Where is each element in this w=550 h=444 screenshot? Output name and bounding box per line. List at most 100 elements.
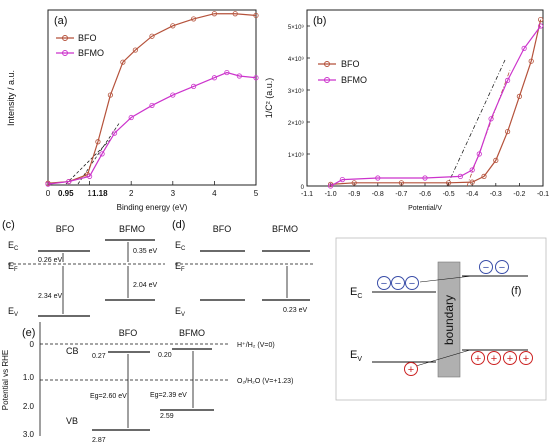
- panel-e-ylabel: Potential vs RHE: [1, 350, 10, 410]
- panel-c-label: (c): [2, 219, 15, 231]
- panel-a-point-bfmo: [87, 173, 93, 179]
- panel-b-frame: [306, 9, 544, 187]
- panel-e-col-bfo: BFO: [119, 328, 138, 338]
- panel-a-point-bfo: [170, 23, 176, 29]
- panel-b-xtick-label: -0.6: [419, 191, 431, 198]
- panel-a-series-line-bfmo: [47, 71, 257, 185]
- panel-b-point-bfo: [398, 180, 404, 186]
- panel-e-ytick-0: 0: [30, 340, 35, 349]
- panel-b-xtick-label: -0.3: [490, 191, 502, 198]
- panel-c-ev-label: EV: [8, 306, 18, 318]
- panel-b-label: (b): [313, 15, 326, 27]
- panel-a-point-bfo: [149, 33, 155, 39]
- panel-b-point-bfmo: [375, 175, 381, 181]
- panel-a-point-bfo: [232, 11, 238, 17]
- panel-b-ytick-label: 1×10⁹: [288, 152, 305, 159]
- panel-a-point-bfmo: [66, 178, 72, 185]
- panel-a: (a) 0 2 3 4 5 1 Binding energy (eV) Intensity…: [6, 9, 259, 212]
- panel-a-fit-line-1: [65, 139, 111, 185]
- panel-b-point-bfo: [516, 93, 523, 100]
- panel-a-label: (a): [54, 15, 67, 27]
- panel-b-series-line-bfmo: [330, 25, 542, 187]
- panel-a-fit-line-2: [77, 121, 121, 185]
- panel-b-point-bfmo: [504, 77, 511, 84]
- hole-right-circle: [503, 351, 517, 365]
- electron-left-sign: −: [381, 278, 387, 290]
- panel-a-series-line-bfo: [47, 13, 257, 184]
- panel-b-xtick-label: -0.4: [466, 191, 478, 198]
- panel-b-point-bfmo: [538, 23, 544, 29]
- panel-a-tick-095: 0.95: [58, 189, 74, 198]
- panel-a-point-bfmo: [128, 114, 134, 121]
- panel-a-point-bfo: [253, 12, 259, 19]
- panel-b-point-bfo: [528, 58, 534, 64]
- electron-right-circle: [479, 260, 493, 274]
- panel-b-point-bfo: [445, 180, 452, 186]
- panel-c-ef-label: EF: [8, 261, 18, 273]
- panel-c-v1: 0.26 eV: [38, 257, 62, 264]
- panel-b-xtick-label: -0.2: [513, 191, 525, 198]
- hole-right-circle: [487, 351, 501, 365]
- panel-b-point-bfmo: [422, 175, 428, 181]
- panel-b-point-bfo: [504, 129, 511, 135]
- legend-bfo-label: BFO: [78, 33, 97, 43]
- panel-a-point-bfmo: [211, 75, 217, 81]
- panel-b-point-bfmo: [327, 183, 334, 189]
- panel-b-point-bfo: [469, 179, 475, 185]
- panel-a-point-bfmo: [99, 151, 105, 157]
- panel-a-point-bfmo: [253, 75, 259, 81]
- panel-a-point-bfmo: [224, 69, 230, 76]
- panel-a-legend: BFO BFMO: [56, 33, 104, 58]
- panel-e-bfo-eg: Eg=2.60 eV: [90, 393, 127, 400]
- panel-b-ytick-label: 4×10⁹: [288, 56, 305, 63]
- panel-f: (f) boundary EC EV − − −− −++ + + +: [335, 237, 547, 401]
- electron-right-circle: [495, 260, 509, 274]
- panel-b-ticks: -1.0 -0.9 -0.8 -0.7 -0.6 -0.5 -0.4 -0.3 -0.2 -0.1…: [288, 24, 549, 198]
- panel-b-xtick-label: -1.1: [301, 191, 313, 198]
- panel-b-point-bfmo: [457, 173, 463, 179]
- panel-f-pointer-ec: [419, 275, 473, 283]
- panel-b-point-bfmo: [469, 167, 475, 173]
- panel-d-col-bfo: BFO: [213, 224, 232, 234]
- hole-right-sign: +: [475, 353, 481, 365]
- panel-c-v2: 2.34 eV: [38, 293, 62, 300]
- hole-left-circle: [404, 362, 418, 376]
- legend-bfmo-marker: [62, 50, 68, 56]
- panel-d-v1: 0.23 eV: [283, 307, 307, 314]
- panel-e-ytick-3: 3.0: [23, 430, 35, 439]
- legend-bfo-marker: [62, 35, 68, 41]
- electron-left-circle: [377, 276, 391, 290]
- panel-a-point-bfmo: [45, 181, 51, 187]
- panel-b-point-bfmo: [488, 116, 494, 122]
- panel-a-point-bfmo: [111, 130, 118, 136]
- panel-b-xtick-label: -0.5: [443, 191, 455, 198]
- panel-b-ytick-label: 0: [301, 185, 305, 191]
- panel-a-series: [45, 11, 259, 187]
- panel-a-point-bfo: [132, 47, 138, 53]
- electron-left-circle: [391, 276, 405, 290]
- panel-d-ec-label: EC: [175, 240, 186, 252]
- boundary-bar: [437, 261, 461, 378]
- electron-right-sign: −: [483, 262, 489, 274]
- panel-a-tick-118: 1.18: [92, 189, 108, 198]
- panel-a-xtick-label: 4: [212, 189, 217, 198]
- hole-right-sign: +: [507, 353, 513, 365]
- panel-d-ev-label: EV: [175, 306, 185, 318]
- panel-f-pointer-ev: [415, 349, 471, 367]
- panel-e-o2-label: O₂/H₂O (V=+1.23): [237, 378, 293, 385]
- panel-b-xtick-label: -0.7: [395, 191, 407, 198]
- panel-d-ef-label: EF: [175, 261, 185, 273]
- panel-b-xtick-label: -0.1: [537, 191, 549, 198]
- panel-b-point-bfo: [481, 173, 487, 179]
- legend-b-bfmo-label: BFMO: [341, 75, 367, 85]
- panel-a-point-bfmo: [149, 102, 155, 109]
- panel-b-xtick-label: -1.0: [325, 191, 337, 198]
- panel-e-ytick-2: 2.0: [23, 402, 35, 411]
- panel-b-point-bfmo: [476, 151, 482, 157]
- panel-f-carriers: − − −− −++ + + +: [377, 260, 533, 376]
- panel-e-bfo-vb-value: 2.87: [92, 437, 106, 444]
- panel-e-cb: CB: [66, 346, 79, 356]
- panel-e-bfmo-eg: Eg=2.39 eV: [150, 392, 187, 399]
- panel-b-series: [327, 16, 544, 189]
- panel-b-fit-line-1: [446, 59, 506, 187]
